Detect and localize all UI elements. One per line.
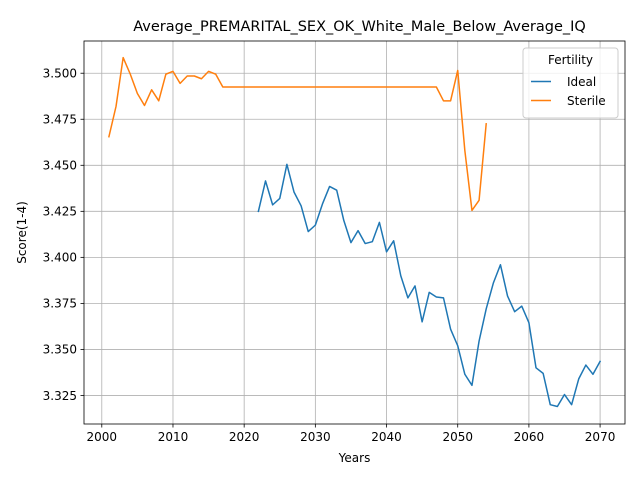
y-tick-label: 3.475: [43, 113, 77, 127]
series-line-ideal: [257, 163, 602, 408]
y-tick-label: 3.325: [43, 389, 77, 403]
y-tick-label: 3.425: [43, 205, 77, 219]
chart-title: Average_PREMARITAL_SEX_OK_White_Male_Bel…: [133, 19, 586, 35]
x-tick-label: 2070: [585, 430, 616, 444]
legend-label-ideal: Ideal: [567, 75, 596, 89]
plot-frame: [83, 40, 626, 425]
y-tick-label: 3.375: [43, 297, 77, 311]
legend: Fertility Ideal Sterile: [522, 47, 619, 119]
legend-title: Fertility: [548, 53, 593, 67]
x-tick-label: 2060: [514, 430, 545, 444]
y-tick-label: 3.350: [43, 343, 77, 357]
x-tick-label: 2050: [442, 430, 473, 444]
series-line-sterile: [108, 56, 488, 212]
y-tick-label: 3.500: [43, 67, 77, 81]
y-tick-label: 3.450: [43, 159, 77, 173]
x-tick-label: 2040: [371, 430, 402, 444]
y-axis-title: Score(1-4): [15, 201, 29, 264]
series-lines: [108, 56, 602, 408]
x-tick-label: 2000: [87, 430, 118, 444]
legend-label-sterile: Sterile: [567, 94, 606, 108]
x-axis-title: Years: [338, 451, 371, 465]
x-tick-label: 2010: [158, 430, 189, 444]
x-tick-label: 2020: [229, 430, 260, 444]
y-tick-label: 3.400: [43, 251, 77, 265]
x-tick-label: 2030: [300, 430, 331, 444]
axis-ticks: 2000 2010 2020 2030 2040 2050 2060 2070 3.325 3.3…: [43, 67, 616, 444]
